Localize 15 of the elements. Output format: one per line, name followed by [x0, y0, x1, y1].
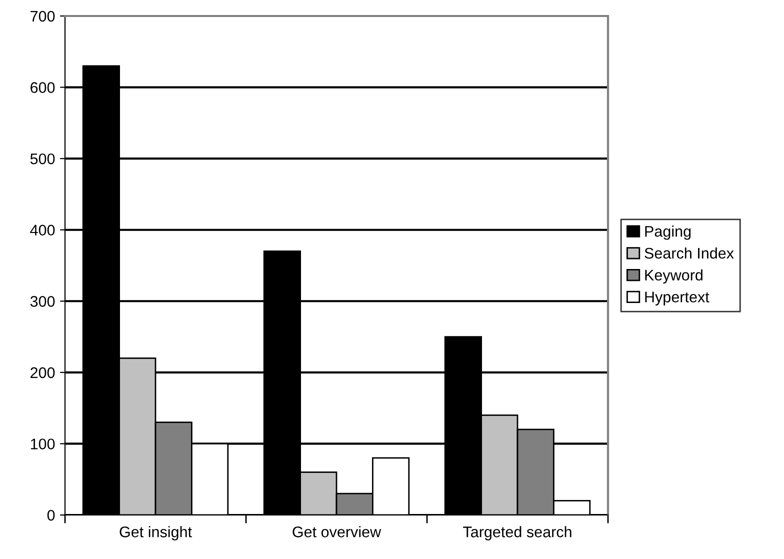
y-tick-label: 700 — [30, 10, 55, 22]
x-tick-label: Get overview — [292, 526, 382, 538]
legend-label: Hypertext — [645, 292, 710, 306]
y-tick-label: 100 — [30, 438, 55, 450]
y-tick-label: 200 — [30, 367, 55, 378]
y-tick-label: 600 — [30, 82, 55, 93]
x-tick-label: Targeted search — [463, 526, 572, 540]
y-tick-label: 400 — [30, 224, 55, 236]
y-tick-label: 500 — [30, 153, 55, 164]
legend-label: Keyword — [645, 269, 702, 284]
y-tick-label: 300 — [30, 296, 55, 307]
y-tick-label: 0 — [47, 510, 55, 521]
legend-label: Paging — [645, 226, 691, 240]
legend-label: Search Index — [644, 247, 734, 259]
x-tick-label: Get insight — [120, 526, 192, 540]
